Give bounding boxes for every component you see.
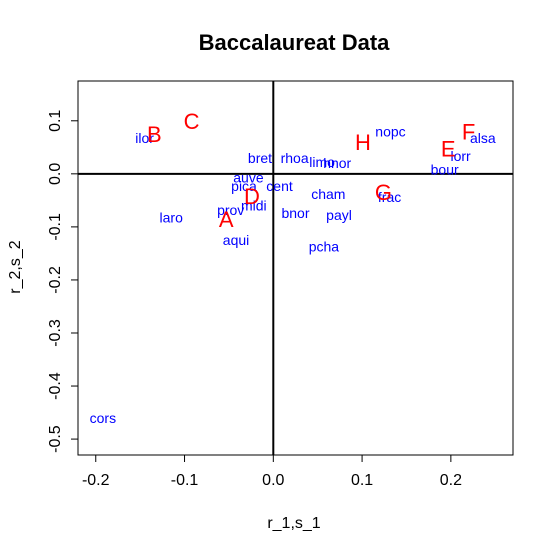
point-label-B: B <box>147 122 162 147</box>
x-tick-label: 0.2 <box>440 472 462 489</box>
y-tick-label: -0.1 <box>47 213 64 241</box>
point-label-cham: cham <box>311 186 345 202</box>
y-tick-label: -0.4 <box>47 372 64 400</box>
point-label-auve: auve <box>233 170 264 186</box>
point-label-pcha: pcha <box>309 239 340 255</box>
y-axis-label: r_2,s_2 <box>7 240 24 293</box>
chart-title: Baccalaureat Data <box>199 30 391 55</box>
y-tick-label: -0.5 <box>47 425 64 453</box>
point-label-nopc: nopc <box>375 123 405 139</box>
point-label-bret: bret <box>248 150 272 166</box>
point-label-bour: bour <box>431 162 459 178</box>
point-label-H: H <box>355 130 371 155</box>
x-axis-label: r_1,s_1 <box>267 515 320 532</box>
point-label-pica: pica <box>231 178 257 194</box>
point-label-E: E <box>441 136 456 161</box>
point-label-ilor: ilor <box>135 130 154 146</box>
point-label-bnor: bnor <box>281 205 309 221</box>
x-tick-label: 0.1 <box>351 472 373 489</box>
y-tick-label: 0.1 <box>47 110 64 132</box>
x-tick-label: -0.1 <box>171 472 199 489</box>
point-label-prov: prov <box>217 202 244 218</box>
point-label-cent: cent <box>266 178 293 194</box>
point-label-alsa: alsa <box>470 130 496 146</box>
reference-lines <box>78 81 513 455</box>
point-label-laro: laro <box>160 209 184 225</box>
point-label-limo: limo <box>309 154 335 170</box>
point-label-rhoa: rhoa <box>281 150 309 166</box>
point-label-F: F <box>462 119 475 144</box>
y-tick-label: 0.0 <box>47 163 64 185</box>
x-tick-label: -0.2 <box>82 472 110 489</box>
point-label-aqui: aqui <box>223 232 249 248</box>
point-label-payl: payl <box>326 207 352 223</box>
point-label-cors: cors <box>90 410 116 426</box>
point-label-A: A <box>219 207 234 232</box>
point-label-hnor: hnor <box>323 155 351 171</box>
x-tick-label: 0.0 <box>262 472 284 489</box>
x-axis: -0.2 -0.1 0.0 0.1 0.2 <box>82 455 462 489</box>
point-label-frac: frac <box>378 189 401 205</box>
point-label-lorr: lorr <box>451 148 472 164</box>
y-tick-label: -0.2 <box>47 266 64 294</box>
point-label-D: D <box>244 184 260 209</box>
y-axis: -0.5 -0.4 -0.3 -0.2 -0.1 0.0 0.1 <box>47 110 78 453</box>
point-label-midi: midi <box>241 198 267 214</box>
point-label-C: C <box>184 109 200 134</box>
point-label-G: G <box>375 180 392 205</box>
plot-frame <box>77 80 514 456</box>
y-tick-label: -0.3 <box>47 319 64 347</box>
